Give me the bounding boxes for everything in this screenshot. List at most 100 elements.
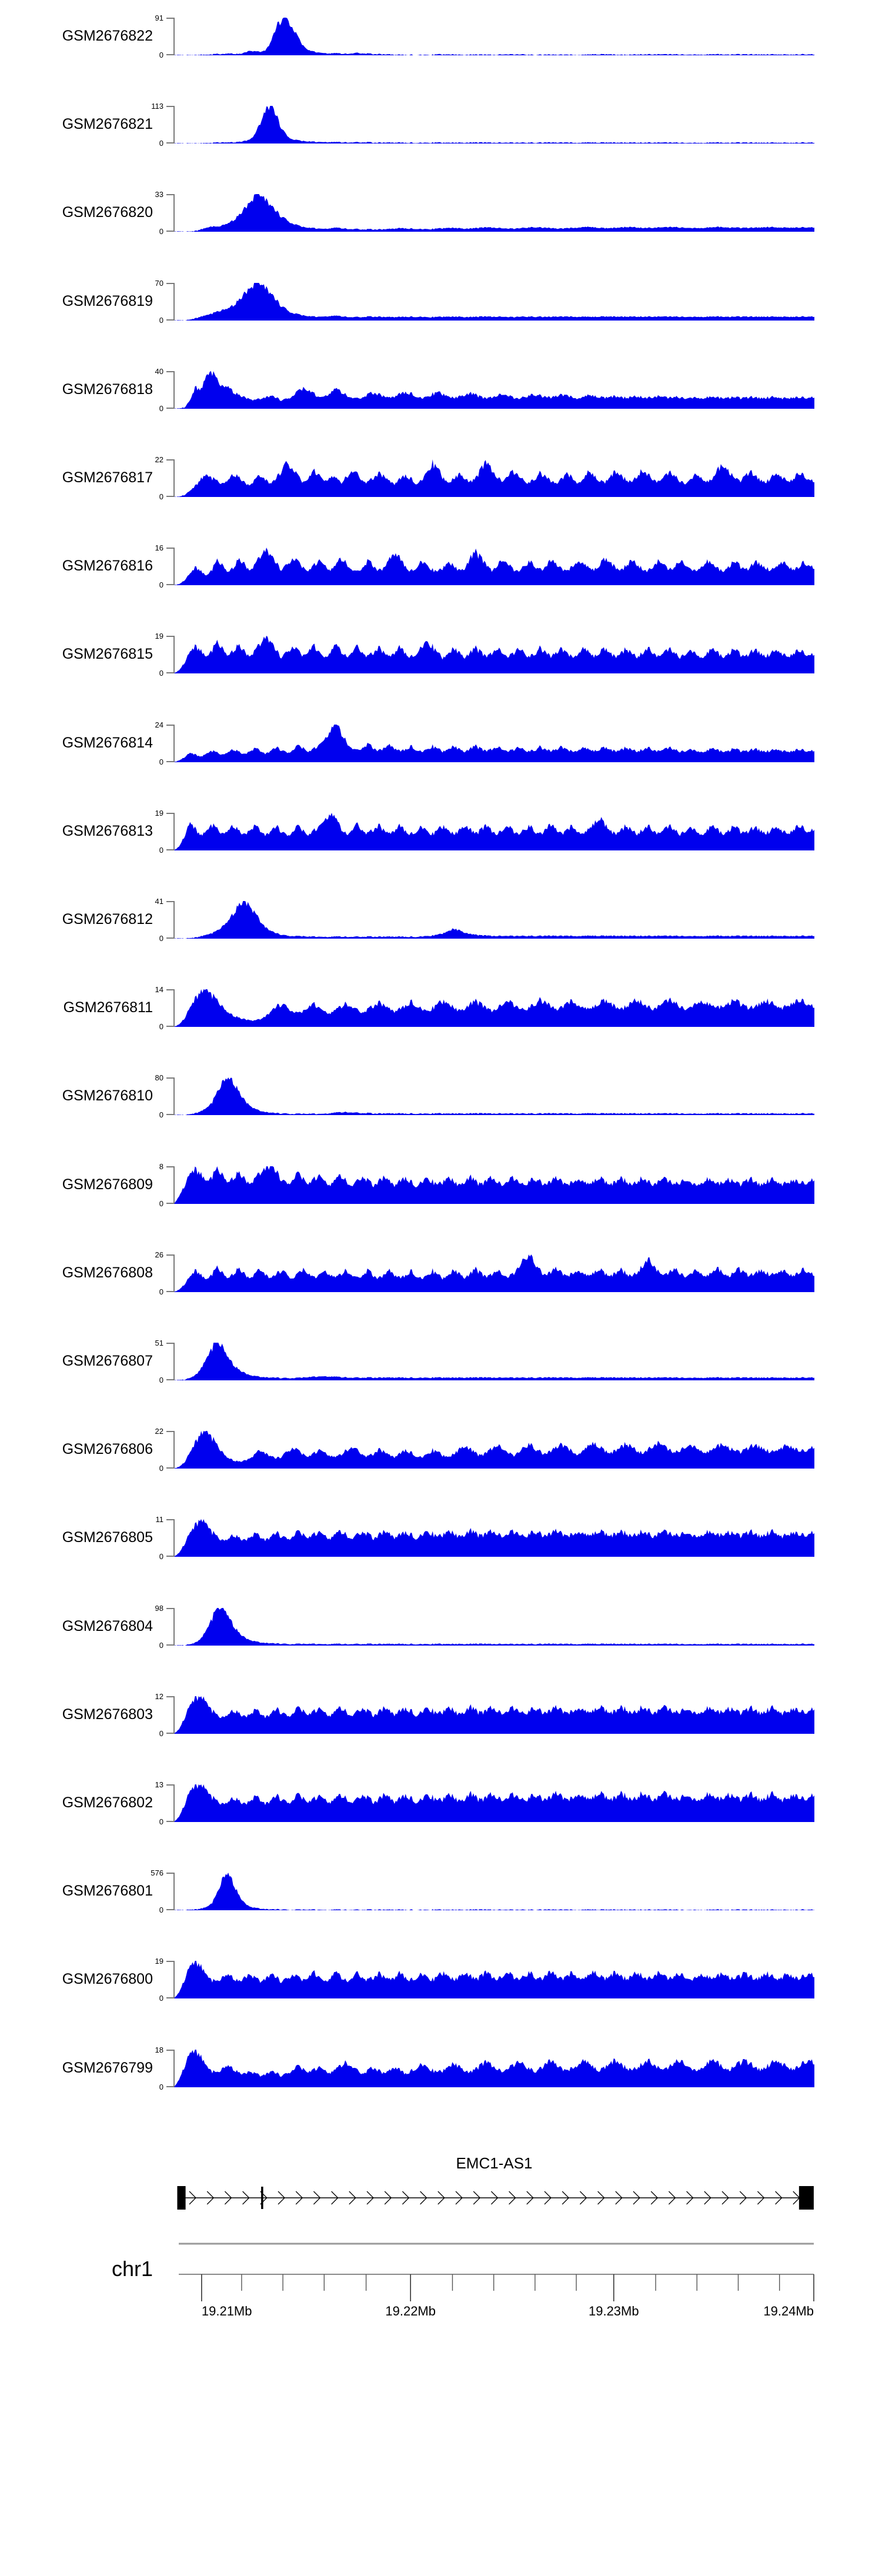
coverage-area-shape xyxy=(174,1961,814,1999)
y-axis-min-label: 0 xyxy=(159,845,163,855)
track-sample-label: GSM2676801 xyxy=(62,1883,153,1900)
coverage-plot-area[interactable] xyxy=(174,282,814,321)
axis-tick-label: 19.24Mb xyxy=(763,2304,814,2318)
gene-exon-block[interactable] xyxy=(799,2185,814,2210)
strand-arrow-icon xyxy=(739,2191,747,2205)
coverage-track: GSM2676806 22 0 xyxy=(0,1427,882,1472)
y-axis-max-label: 113 xyxy=(151,102,163,111)
strand-arrow-icon xyxy=(597,2191,605,2205)
y-axis-max-label: 24 xyxy=(155,720,163,729)
y-axis-spine xyxy=(173,636,175,674)
coverage-area-shape xyxy=(174,18,814,55)
coverage-area-shape xyxy=(174,459,814,497)
coverage-plot-area[interactable] xyxy=(174,1873,814,1911)
gene-exon-block[interactable] xyxy=(177,2185,186,2210)
coverage-histogram xyxy=(174,194,814,232)
y-axis-spine xyxy=(173,1431,175,1469)
track-y-axis: 41 0 xyxy=(155,897,175,942)
y-axis-tick-max xyxy=(166,1254,175,1256)
coverage-plot-area[interactable] xyxy=(174,2049,814,2087)
coverage-plot-area[interactable] xyxy=(174,1696,814,1734)
coverage-plot-area[interactable] xyxy=(174,901,814,939)
coverage-track: GSM2676814 24 0 xyxy=(0,721,882,766)
coverage-histogram xyxy=(174,1607,814,1646)
coverage-track: GSM2676807 51 0 xyxy=(0,1339,882,1384)
coverage-histogram xyxy=(174,371,814,409)
coverage-plot-area[interactable] xyxy=(174,1166,814,1204)
coverage-area-shape xyxy=(174,194,814,232)
y-axis-max-label: 22 xyxy=(155,1427,163,1436)
strand-arrow-icon xyxy=(295,2191,303,2205)
y-axis-tick-min xyxy=(166,1026,175,1027)
strand-arrow-icon xyxy=(473,2191,481,2205)
coverage-plot-area[interactable] xyxy=(174,1519,814,1557)
coverage-area-shape xyxy=(174,282,814,321)
y-axis-tick-min xyxy=(166,1467,175,1469)
coverage-plot-area[interactable] xyxy=(174,1077,814,1116)
coverage-track: GSM2676815 19 0 xyxy=(0,632,882,677)
track-sample-label: GSM2676800 xyxy=(62,1971,153,1988)
y-axis-max-label: 19 xyxy=(155,1957,163,1966)
track-sample-label: GSM2676816 xyxy=(62,558,153,575)
y-axis-tick-max xyxy=(166,548,175,549)
coverage-area-shape xyxy=(174,1784,814,1822)
y-axis-tick-min xyxy=(166,760,175,762)
y-axis-tick-max xyxy=(166,371,175,372)
coverage-area-shape xyxy=(174,1873,814,1911)
y-axis-spine xyxy=(173,989,175,1027)
coverage-plot-area[interactable] xyxy=(174,194,814,232)
coverage-plot-area[interactable] xyxy=(174,548,814,586)
track-y-axis: 19 0 xyxy=(155,632,175,677)
track-sample-label: GSM2676815 xyxy=(62,646,153,663)
y-axis-max-label: 22 xyxy=(155,455,163,464)
y-axis-spine xyxy=(173,548,175,586)
y-axis-min-label: 0 xyxy=(159,315,163,325)
coverage-track: GSM2676811 14 0 xyxy=(0,986,882,1030)
coverage-plot-area[interactable] xyxy=(174,1607,814,1646)
coverage-plot-area[interactable] xyxy=(174,18,814,55)
y-axis-max-label: 41 xyxy=(155,897,163,906)
coverage-plot-area[interactable] xyxy=(174,459,814,497)
y-axis-spine xyxy=(173,1166,175,1204)
coverage-track: GSM2676805 11 0 xyxy=(0,1516,882,1560)
coverage-plot-area[interactable] xyxy=(174,1961,814,1999)
coverage-plot-area[interactable] xyxy=(174,724,814,762)
y-axis-tick-min xyxy=(166,319,175,321)
strand-arrow-icon xyxy=(509,2191,516,2205)
track-y-axis: 14 0 xyxy=(155,986,175,1030)
y-axis-tick-max xyxy=(166,1431,175,1433)
track-y-axis: 19 0 xyxy=(155,1957,175,2002)
coverage-plot-area[interactable] xyxy=(174,989,814,1027)
axis-ruler[interactable]: 19.21Mb 19.22Mb 19.23Mb 19.24Mb xyxy=(174,2240,827,2323)
y-axis-max-label: 18 xyxy=(155,2045,163,2054)
y-axis-tick-min xyxy=(166,142,175,144)
coverage-histogram xyxy=(174,1077,814,1116)
strand-arrow-icon xyxy=(224,2191,232,2205)
coverage-plot-area[interactable] xyxy=(174,1784,814,1822)
coverage-plot-area[interactable] xyxy=(174,106,814,144)
y-axis-spine xyxy=(173,459,175,497)
gene-model-svg xyxy=(177,2185,814,2210)
coverage-plot-area[interactable] xyxy=(174,1254,814,1292)
gene-boundary-marker xyxy=(261,2186,263,2209)
y-axis-min-label: 0 xyxy=(159,757,163,766)
gene-model[interactable] xyxy=(174,2185,814,2211)
coverage-plot-area[interactable] xyxy=(174,636,814,674)
coverage-plot-area[interactable] xyxy=(174,812,814,850)
y-axis-max-label: 33 xyxy=(155,190,163,199)
y-axis-tick-max xyxy=(166,901,175,902)
y-axis-min-label: 0 xyxy=(159,492,163,501)
y-axis-spine xyxy=(173,282,175,321)
y-axis-tick-min xyxy=(166,584,175,586)
coverage-plot-area[interactable] xyxy=(174,371,814,409)
y-axis-max-label: 576 xyxy=(151,1868,163,1878)
track-y-axis: 40 0 xyxy=(155,368,175,412)
coverage-plot-area[interactable] xyxy=(174,1431,814,1469)
strand-arrow-icon xyxy=(278,2191,285,2205)
coverage-histogram xyxy=(174,106,814,144)
y-axis-max-label: 12 xyxy=(155,1691,163,1701)
y-axis-tick-min xyxy=(166,1379,175,1380)
coverage-plot-area[interactable] xyxy=(174,1343,814,1380)
coverage-track: GSM2676803 12 0 xyxy=(0,1691,882,1737)
y-axis-spine xyxy=(173,18,175,55)
